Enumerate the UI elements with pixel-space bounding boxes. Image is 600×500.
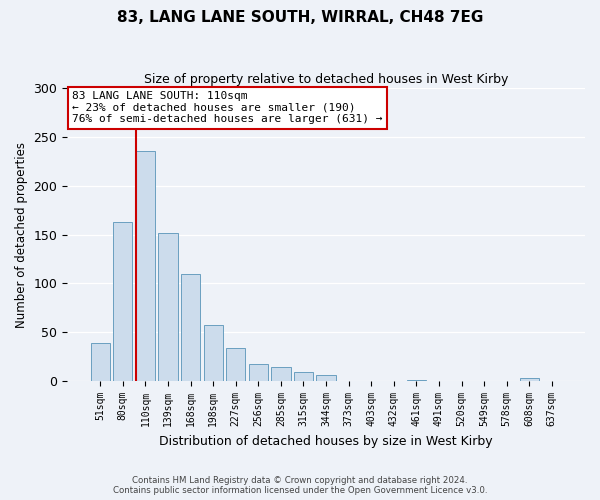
Bar — [271, 366, 290, 381]
X-axis label: Distribution of detached houses by size in West Kirby: Distribution of detached houses by size … — [159, 434, 493, 448]
Bar — [226, 348, 245, 381]
Bar — [203, 326, 223, 381]
Text: 83 LANG LANE SOUTH: 110sqm
← 23% of detached houses are smaller (190)
76% of sem: 83 LANG LANE SOUTH: 110sqm ← 23% of deta… — [73, 91, 383, 124]
Bar — [294, 372, 313, 381]
Text: 83, LANG LANE SOUTH, WIRRAL, CH48 7EG: 83, LANG LANE SOUTH, WIRRAL, CH48 7EG — [117, 10, 483, 25]
Title: Size of property relative to detached houses in West Kirby: Size of property relative to detached ho… — [144, 72, 508, 86]
Bar — [91, 343, 110, 381]
Text: Contains HM Land Registry data © Crown copyright and database right 2024.
Contai: Contains HM Land Registry data © Crown c… — [113, 476, 487, 495]
Bar — [136, 150, 155, 381]
Bar — [520, 378, 539, 381]
Bar — [113, 222, 133, 381]
Y-axis label: Number of detached properties: Number of detached properties — [15, 142, 28, 328]
Bar — [158, 232, 178, 381]
Bar — [249, 364, 268, 381]
Bar — [181, 274, 200, 381]
Bar — [407, 380, 426, 381]
Bar — [316, 376, 335, 381]
